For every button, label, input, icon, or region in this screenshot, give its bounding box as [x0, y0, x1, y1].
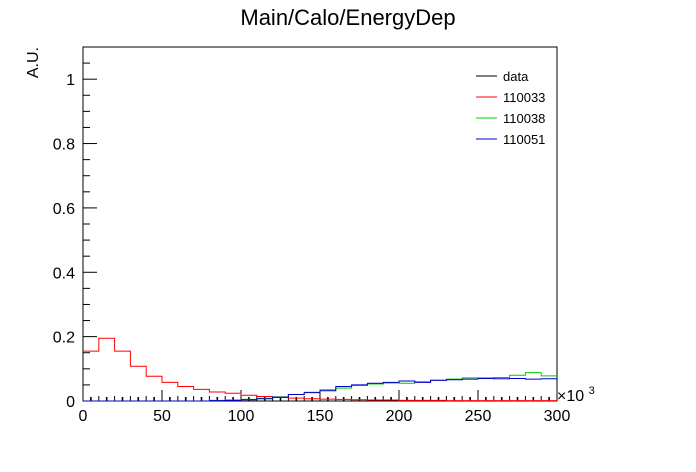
- series-110051-line: [83, 377, 557, 402]
- x-tick-label: 0: [79, 408, 88, 425]
- legend: data 110033 110038 110051: [476, 69, 545, 147]
- x-tick-label: 200: [386, 408, 413, 425]
- x-tick-label: 250: [465, 408, 492, 425]
- x-tick-label: 100: [228, 408, 255, 425]
- legend-label-110038: 110038: [503, 111, 545, 126]
- legend-label-110051: 110051: [503, 132, 545, 147]
- legend-label-data: data: [503, 69, 529, 84]
- y-tick-label: 0.4: [53, 265, 75, 282]
- y-axis-label: A.U.: [25, 47, 42, 78]
- x-tick-label: 50: [153, 408, 171, 425]
- y-tick-label: 1: [66, 72, 75, 89]
- legend-label-110033: 110033: [503, 90, 545, 105]
- svg-text:×10 3: ×10 3: [557, 385, 595, 405]
- x-tick-label: 150: [307, 408, 334, 425]
- y-tick-label: 0: [66, 394, 75, 411]
- x-tick-label: 300: [544, 408, 571, 425]
- plot-area: 0 50 100 150 200 250 300 0 0.2 0.4 0.6 0.8 1: [53, 46, 571, 425]
- y-tick-label: 0.8: [53, 137, 75, 154]
- y-tick-label: 0.2: [53, 330, 75, 347]
- x-multiplier-exponent: 3: [589, 385, 595, 397]
- x-multiplier-base: ×10: [557, 388, 584, 405]
- y-tick-label: 0.6: [53, 201, 75, 218]
- x-axis-multiplier: ×10 3: [557, 385, 595, 405]
- chart-title: Main/Calo/EnergyDep: [240, 5, 455, 30]
